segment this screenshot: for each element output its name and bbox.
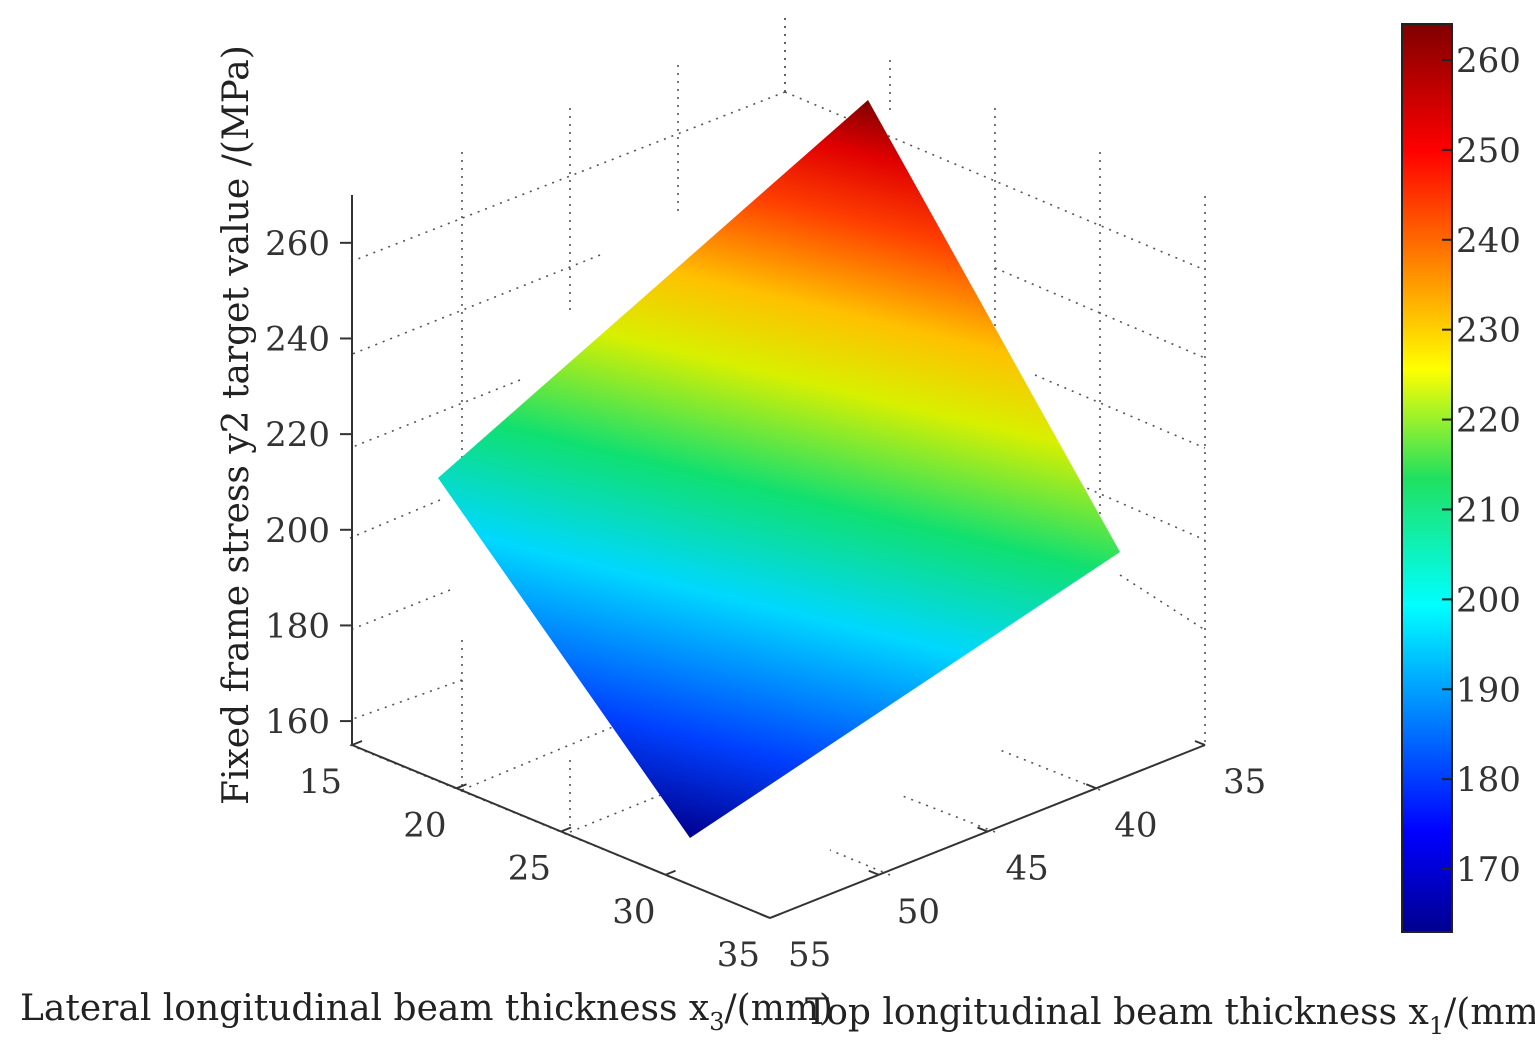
x-axis-ticks: 35 40 45 50 55 [759,740,1266,975]
grid-layer [349,18,1206,919]
y-tick-mark [769,913,781,919]
x-axis-title-tail: /(mm) [1444,992,1535,1033]
y-tick-label: 20 [403,805,446,845]
x-tick-mark [1194,740,1206,746]
y-axis-ticks: 15 20 25 30 35 [299,740,781,975]
colorbar: 170 180 190 200 210 220 230 240 250 260 [1401,23,1521,933]
y-tick-label: 30 [612,892,655,932]
z-tick-label: 240 [265,319,330,359]
colorbar-tick-label: 180 [1456,760,1521,800]
colorbar-tick-label: 220 [1456,401,1521,441]
grid-back-wall-left [349,18,786,832]
x-tick-label: 40 [1114,805,1157,845]
x-axis-title-sub: 1 [1429,1012,1444,1040]
colorbar-tick-label: 260 [1456,41,1521,81]
grid-floor [349,654,1206,919]
colorbar-tick-label: 230 [1456,311,1521,351]
y-tick-mark [351,740,363,746]
colorbar-tick-label: 210 [1456,490,1521,530]
x-tick-mark [759,913,771,919]
z-tick-label: 200 [265,511,330,551]
y-tick-mark [560,826,572,833]
z-tick-label: 180 [265,606,330,646]
colorbar-gradient [1401,23,1453,933]
x-tick-label: 45 [1006,849,1049,889]
y-tick-mark [665,869,676,876]
colorbar-tick-label: 250 [1456,131,1521,171]
x-tick-mark [868,869,880,876]
z-tick-label: 260 [265,224,330,264]
colorbar-tick-label: 240 [1456,221,1521,261]
stress-surface [438,100,1120,838]
y-tick-label: 25 [508,849,551,889]
x-tick-label: 35 [1223,762,1266,802]
x-axis-title-main: Top longitudinal beam thickness x [805,992,1429,1033]
colorbar-tick-label: 190 [1456,670,1521,710]
grid-back-wall-right [784,18,1206,745]
colorbar-tick-label: 200 [1456,580,1521,620]
z-axis-title: Fixed frame stress y2 target value /(MPa… [216,45,257,805]
y-axis-title-main: Lateral longitudinal beam thickness x [20,988,709,1029]
axes-layer: 160 180 200 220 240 260 15 20 25 30 35 35 40 45 50 55 [265,195,1266,975]
y-axis-title-sub: 3 [709,1008,724,1036]
colorbar-ticks: 170 180 190 200 210 220 230 240 250 260 [1442,41,1521,890]
x-tick-mark [1085,783,1097,790]
y-tick-label: 35 [717,935,760,975]
x-tick-mark [977,826,988,833]
y-axis-title: Lateral longitudinal beam thickness x3/(… [20,988,833,1036]
z-axis-ticks: 160 180 200 220 240 260 [265,224,352,742]
y-tick-label: 15 [299,762,342,802]
x-tick-label: 50 [897,892,940,932]
z-tick-label: 160 [265,702,330,742]
x-axis-title: Top longitudinal beam thickness x1/(mm) [805,992,1535,1040]
x-tick-label: 55 [788,935,831,975]
colorbar-tick-label: 170 [1456,850,1521,890]
z-tick-label: 220 [265,415,330,455]
y-axis-title-tail: /(mm) [725,988,834,1029]
y-tick-mark [456,783,467,790]
